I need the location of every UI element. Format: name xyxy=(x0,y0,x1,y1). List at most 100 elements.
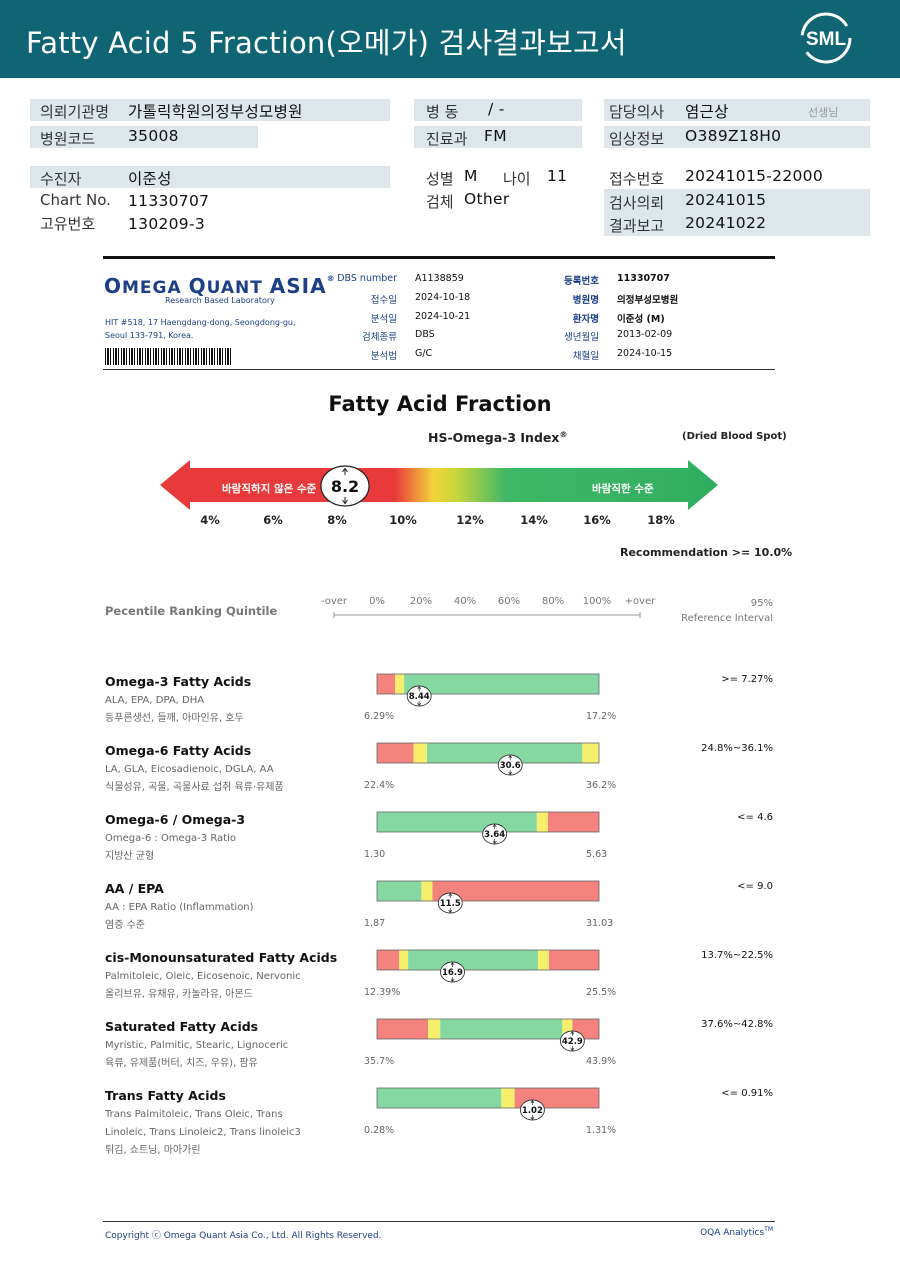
oqa-left-label: 분석일 xyxy=(370,314,397,325)
quintile-segment xyxy=(413,743,427,763)
ranking-scale-label: 60% xyxy=(497,596,521,607)
omega-quant-asia-logo: OMEGA QUANT ASIA® xyxy=(104,274,336,298)
quintile-bar: 8.44 xyxy=(376,673,600,707)
oqa-right-value: 의정부성모병원 xyxy=(617,295,679,306)
index-tick-label: 16% xyxy=(583,513,611,527)
doctor-label: 담당의사 xyxy=(609,103,665,121)
range-max: 5.63 xyxy=(586,849,608,860)
copyright: Copyright ⓒ Omega Quant Asia Co., Ltd. A… xyxy=(105,1231,382,1241)
quintile-segment xyxy=(395,674,405,694)
report-title: Fatty Acid 5 Fraction(오메가) 검사결과보고서 xyxy=(26,26,627,60)
quintile-bar-outline xyxy=(376,742,600,764)
fatty-acid-name: cis-Monounsaturated Fatty Acids xyxy=(105,950,338,965)
value-marker-label: 16.9 xyxy=(442,968,463,978)
oqa-right-label: 생년월일 xyxy=(564,332,599,343)
unique-value: 130209-3 xyxy=(128,215,206,233)
quintile-bar: 16.9 xyxy=(376,949,600,983)
examinee-value: 이준성 xyxy=(128,170,172,188)
value-marker: 8.44 xyxy=(406,685,432,707)
ranking-scale-label: 40% xyxy=(453,596,477,607)
oqa-left-label: DBS number xyxy=(337,273,397,284)
hospital-code-value: 35008 xyxy=(128,127,179,145)
quintile-segment xyxy=(537,950,550,970)
fatty-acid-food-sources: 올리브유, 유채유, 카놀라유, 아몬드 xyxy=(105,989,253,1000)
quintile-segment xyxy=(377,674,396,694)
request-value: 20241015 xyxy=(685,191,767,209)
institution-pill xyxy=(30,99,390,121)
quintile-segment xyxy=(377,1019,429,1039)
range-max: 31.03 xyxy=(586,918,614,929)
value-marker-label: 3.64 xyxy=(484,830,505,840)
ward-label: 병 동 xyxy=(426,103,459,121)
ward-pill xyxy=(414,99,582,121)
undesirable-level-label: 바람직하지 않은 수준 xyxy=(222,483,317,495)
quintile-bar: 11.5 xyxy=(376,880,600,914)
quintile-segment xyxy=(547,812,599,832)
fatty-acid-food-sources: 등푸른생선, 들깨, 아마인유, 호두 xyxy=(105,713,244,724)
quintile-segment xyxy=(501,1088,515,1108)
range-min: 22.4% xyxy=(364,780,395,791)
report-label: 결과보고 xyxy=(609,217,665,235)
quintile-bar-outline xyxy=(376,1018,600,1040)
desirable-level-label: 바람직한 수준 xyxy=(592,483,654,495)
clinical-pill xyxy=(604,126,870,148)
institution-value: 가톨릭학원의정부성모병원 xyxy=(128,103,303,121)
oqa-right-label: 병원명 xyxy=(572,295,599,306)
doctor-value: 염근상 xyxy=(685,103,729,121)
oqa-analytics-brand: OQA AnalyticsTM xyxy=(700,1226,773,1238)
quintile-bar-outline xyxy=(376,949,600,971)
fatty-acid-name: AA / EPA xyxy=(105,881,164,896)
clinical-label: 임상정보 xyxy=(609,130,665,148)
index-tick-label: 6% xyxy=(263,513,283,527)
receipt-value: 20241015-22000 xyxy=(685,167,823,185)
range-min: 1.87 xyxy=(364,918,386,929)
fatty-acid-row: cis-Monounsaturated Fatty Acids Palmitole… xyxy=(0,949,900,1030)
fatty-acid-components: LA, GLA, Eicosadienoic, DGLA, AA xyxy=(105,764,274,775)
fatty-acid-food-sources: 지방산 균형 xyxy=(105,851,155,862)
oqa-right-label: 환자명 xyxy=(572,314,599,325)
clinical-value: O389Z18H0 xyxy=(685,127,782,145)
index-tick-label: 18% xyxy=(647,513,675,527)
dried-blood-spot-note: (Dried Blood Spot) xyxy=(682,431,787,442)
oqa-left-label: 검체종류 xyxy=(362,332,397,343)
ranking-scale-label: 100% xyxy=(582,596,612,607)
range-max: 1.31% xyxy=(586,1125,617,1136)
age-value: 11 xyxy=(547,167,568,185)
range-max: 17.2% xyxy=(586,711,617,722)
fatty-acid-row: Omega-6 Fatty Acids LA, GLA, Eicosadienoi… xyxy=(0,742,900,823)
fatty-acid-food-sources: 육류, 유제품(버터, 치즈, 우유), 팜유 xyxy=(105,1058,258,1069)
quintile-segment xyxy=(404,674,599,694)
range-max: 36.2% xyxy=(586,780,617,791)
oqa-left-value: DBS xyxy=(415,329,435,340)
value-marker: 42.9 xyxy=(559,1030,585,1052)
fatty-acid-row: Trans Fatty Acids Trans Palmitoleic, Tran… xyxy=(0,1087,900,1168)
fraction-title: Fatty Acid Fraction xyxy=(328,392,552,416)
quintile-segment xyxy=(377,950,400,970)
request-report-pill xyxy=(604,189,870,236)
barcode xyxy=(105,348,231,365)
chart-value: 11330707 xyxy=(128,192,210,210)
oqa-right-label: 등록번호 xyxy=(564,276,599,287)
dept-label: 진료과 xyxy=(426,130,468,148)
omega3-index-value: 8.2 xyxy=(331,477,359,496)
value-marker-label: 42.9 xyxy=(562,1037,583,1047)
oqa-address: HIT #518, 17 Haengdang-dong, Seongdong-g… xyxy=(105,318,296,340)
quintile-segment xyxy=(377,812,537,832)
oqa-left-value: 2024-10-18 xyxy=(415,292,471,303)
hospital-code-label: 병원코드 xyxy=(40,130,96,148)
quintile-segment xyxy=(377,743,414,763)
quintile-segment xyxy=(408,950,538,970)
fatty-acid-components: Myristic, Palmitic, Stearic, Lignoceric xyxy=(105,1040,289,1051)
range-min: 12.39% xyxy=(364,987,401,998)
value-marker: 3.64 xyxy=(482,823,508,845)
quintile-segment xyxy=(432,881,599,901)
value-marker: 30.6 xyxy=(497,754,523,776)
specimen-value: Other xyxy=(464,190,510,208)
ranking-scale-label: 80% xyxy=(541,596,565,607)
index-tick-label: 4% xyxy=(200,513,220,527)
fatty-acid-food-sources: 튀김, 쇼트닝, 마아가린 xyxy=(105,1145,201,1156)
quintile-segment xyxy=(549,950,599,970)
age-label: 나이 xyxy=(503,170,531,188)
oqa-left-label: 분석법 xyxy=(370,351,397,362)
value-marker-label: 11.5 xyxy=(440,899,461,909)
